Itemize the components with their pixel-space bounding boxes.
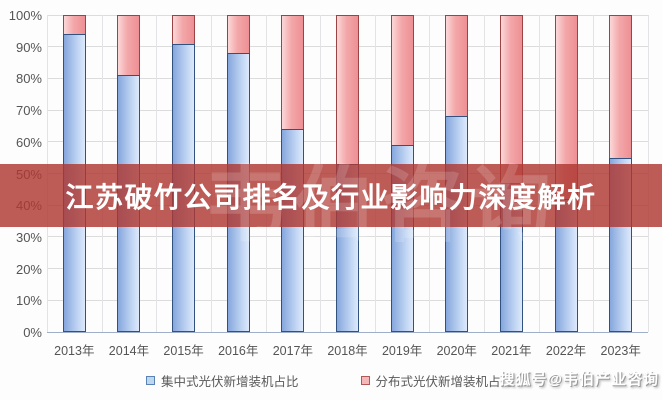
- x-tick-label: 2014年: [108, 344, 150, 358]
- legend-label-distributed: 分布式光伏新增装机占比: [375, 375, 514, 389]
- headline-title: 江苏破竹公司排名及行业影响力深度解析: [65, 181, 597, 213]
- chart-legend: 集中式光伏新增装机占比 分布式光伏新增装机占比: [146, 371, 513, 390]
- bar-segment-distributed: [62, 15, 86, 35]
- bar-segment-distributed: [499, 15, 523, 183]
- bar-segment-distributed: [609, 15, 633, 158]
- bar-segment-centralized: [281, 129, 305, 332]
- bar-segment-distributed: [226, 15, 250, 54]
- x-tick-label: 2013年: [54, 344, 95, 358]
- x-tick-label: 2022年: [545, 344, 587, 358]
- x-tick-label: 2023年: [600, 344, 641, 358]
- bottom-right-watermark: 搜狐号@韦伯产业咨询: [499, 371, 659, 388]
- x-tick-label: 2015年: [163, 344, 204, 358]
- y-tick-label: 30%: [15, 229, 42, 245]
- y-tick-label: 20%: [15, 261, 42, 277]
- y-tick-label: 100%: [8, 8, 42, 23]
- y-tick-label: 60%: [15, 134, 42, 150]
- bar-segment-distributed: [117, 15, 141, 76]
- x-tick-label: 2017年: [272, 344, 314, 358]
- bar-segment-distributed: [390, 15, 414, 145]
- y-tick-label: 10%: [15, 293, 42, 309]
- y-tick-label: 90%: [15, 39, 42, 55]
- legend-label-centralized: 集中式光伏新增装机占比: [161, 375, 299, 389]
- x-axis-line: [47, 332, 648, 333]
- legend-item-distributed: 分布式光伏新增装机占比: [360, 371, 514, 390]
- y-tick-label: 70%: [15, 103, 42, 119]
- x-tick-label: 2016年: [218, 344, 259, 358]
- bar-segment-distributed: [281, 15, 305, 130]
- headline-banner: 江苏破竹公司排名及行业影响力深度解析: [0, 164, 662, 227]
- stacked-bar-2022年: [554, 15, 578, 332]
- x-tick-label: 2019年: [381, 344, 423, 358]
- x-tick-label: 2018年: [327, 344, 368, 358]
- x-tick-label: 2020年: [436, 344, 477, 358]
- bar-segment-distributed: [336, 15, 359, 164]
- legend-swatch-pink-icon: [360, 376, 370, 385]
- bar-segment-distributed: [554, 15, 578, 199]
- legend-item-centralized: 集中式光伏新增装机占比: [146, 371, 299, 390]
- x-tick-label: 2021年: [491, 344, 532, 358]
- bar-segment-distributed: [445, 15, 469, 117]
- y-tick-label: 80%: [15, 71, 42, 87]
- legend-swatch-blue-icon: [146, 376, 155, 385]
- y-tick-label: 0%: [23, 325, 42, 340]
- bar-segment-distributed: [172, 15, 196, 44]
